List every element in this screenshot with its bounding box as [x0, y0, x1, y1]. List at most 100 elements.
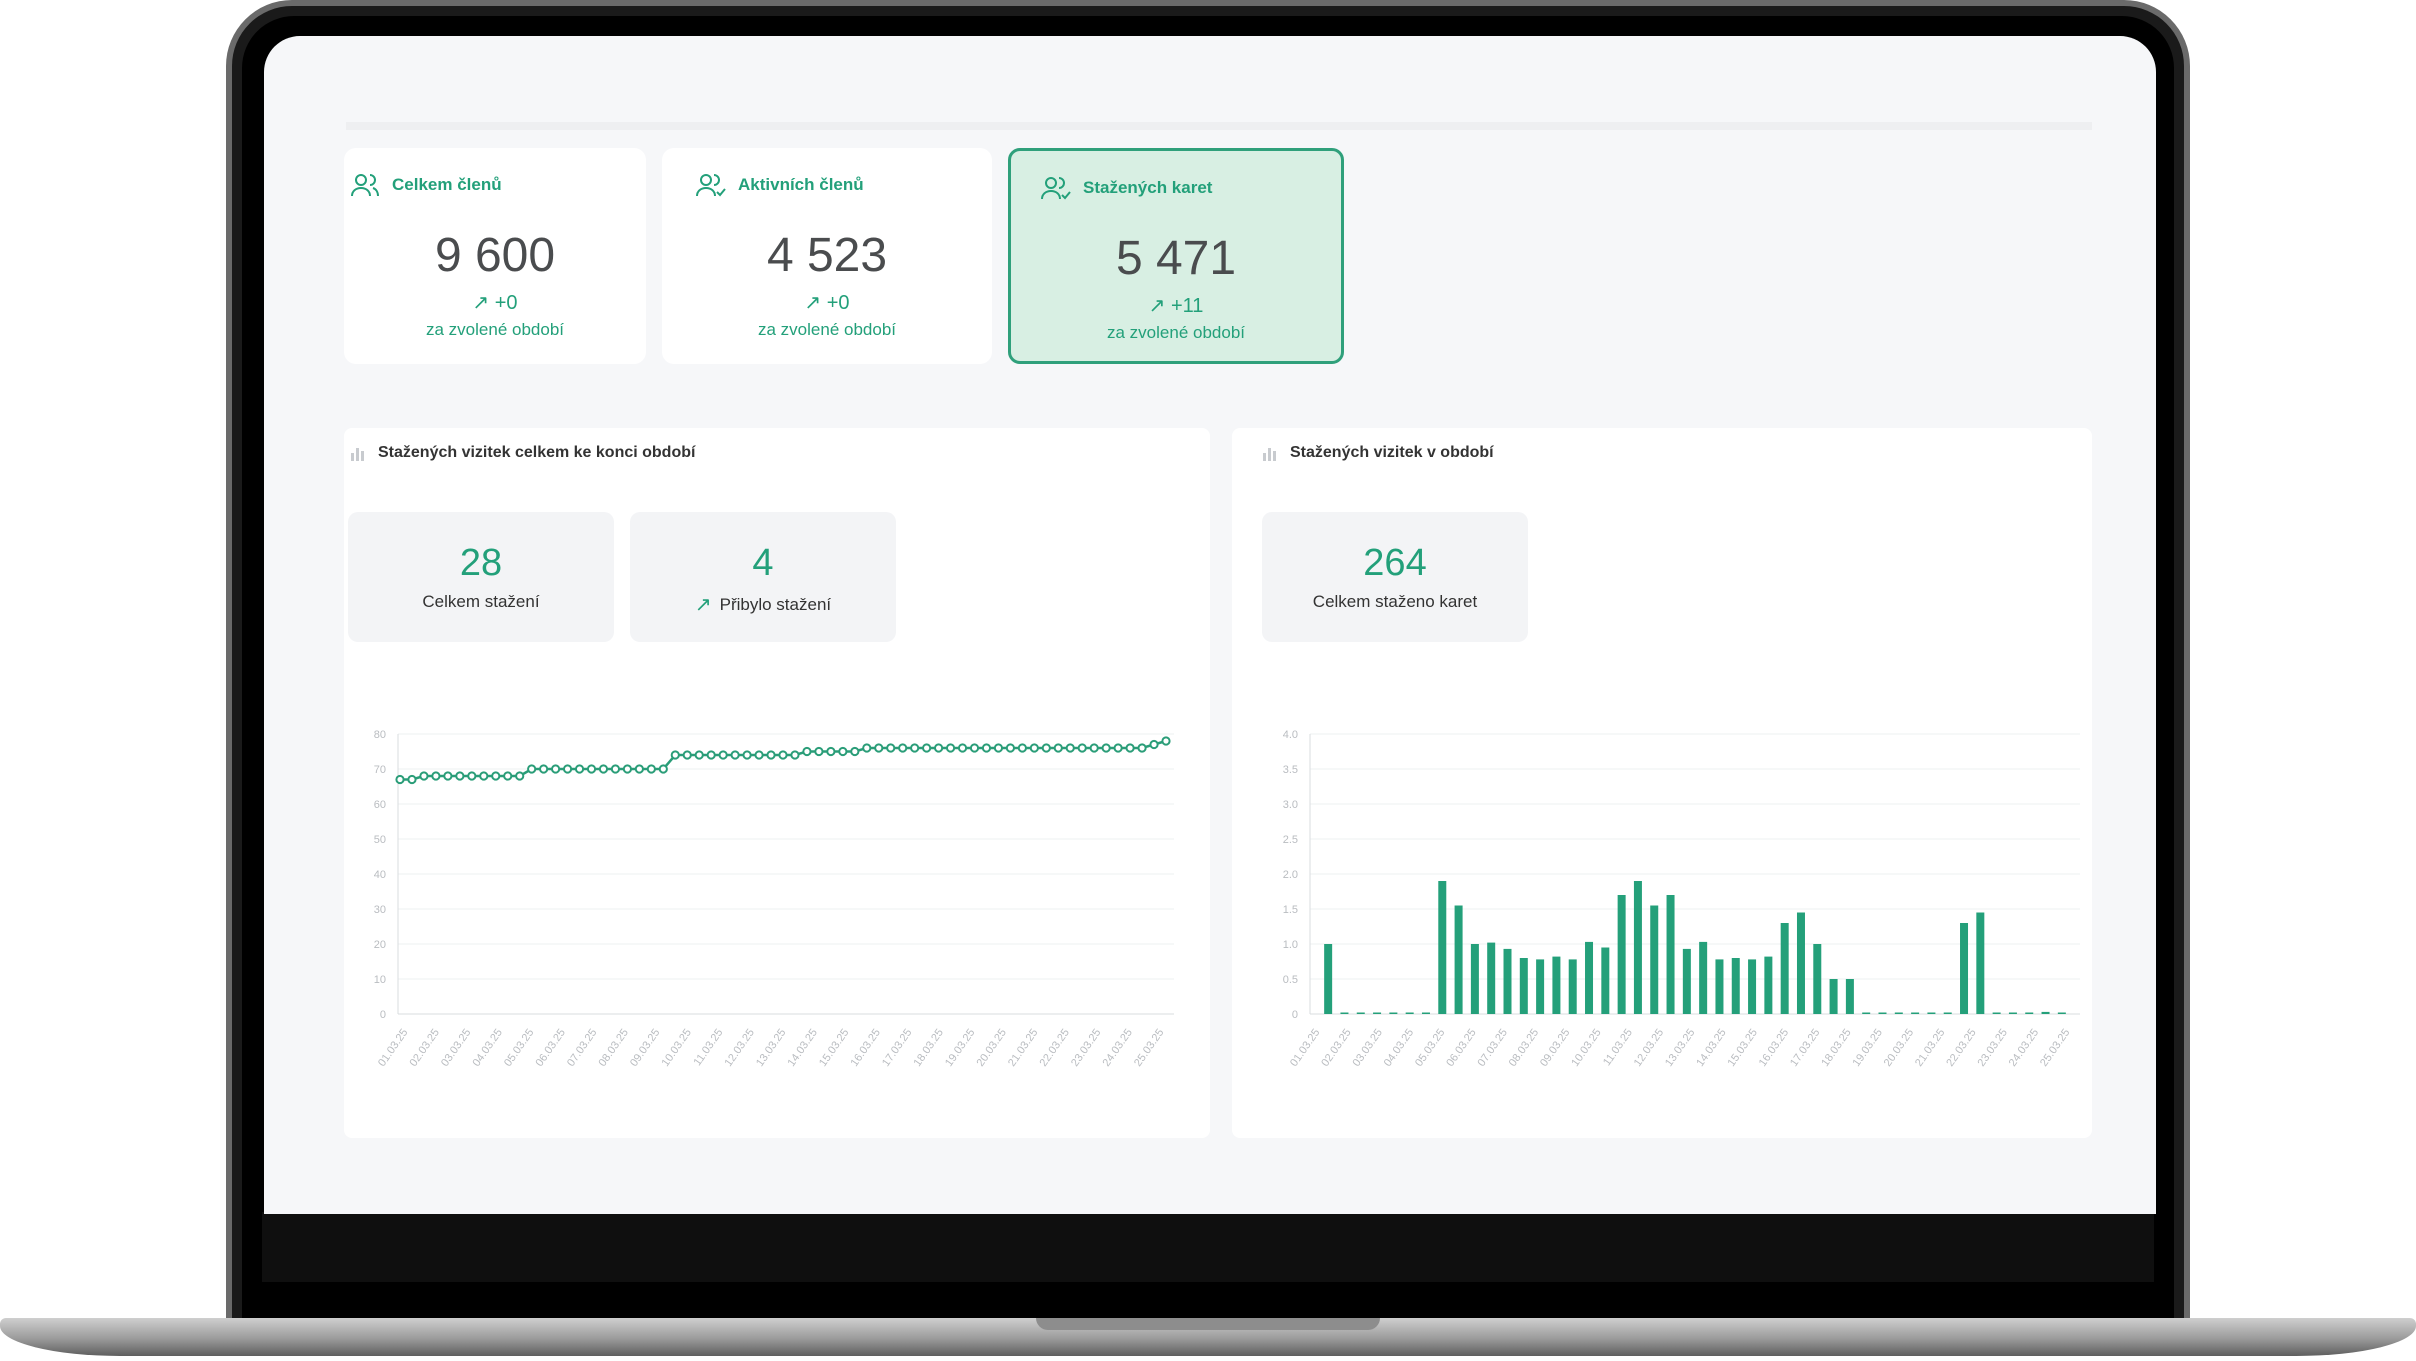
- bar-chart-x-tick-label: 03.03.25: [1351, 1027, 1385, 1069]
- line-chart-point: [706, 750, 716, 760]
- bar-chart-x-tick-label: 23.03.25: [1976, 1027, 2010, 1069]
- laptop-chin: [262, 1212, 2154, 1282]
- stat-card-active-members[interactable]: Aktivních členů 4 523 ↗ +0 za zvolené ob…: [662, 148, 992, 364]
- line-chart-x-tick-label: 05.03.25: [502, 1027, 536, 1069]
- bar-chart-bar: [2025, 1012, 2034, 1014]
- stat-card-value: 4 523: [766, 229, 888, 282]
- bar-chart-bar: [1894, 1012, 1903, 1014]
- line-chart-point: [838, 746, 848, 757]
- line-chart-point: [479, 771, 489, 781]
- line-chart-point: [670, 750, 680, 760]
- line-chart-x-tick-label: 02.03.25: [408, 1027, 442, 1069]
- line-chart-point: [910, 743, 920, 753]
- bar-chart-bar: [1764, 956, 1773, 1014]
- line-chart-point: [395, 774, 405, 785]
- bar-chart-x-tick-label: 07.03.25: [1476, 1027, 1510, 1069]
- line-chart-point: [814, 746, 824, 757]
- bar-chart-x-tick-label: 16.03.25: [1757, 1027, 1791, 1069]
- line-chart-point: [1053, 743, 1063, 753]
- line-chart-point: [874, 743, 884, 753]
- stat-card-period: za zvolené období: [1107, 323, 1245, 342]
- stat-card-title: Aktivních členů: [738, 175, 864, 194]
- stat-card-delta-value: +11: [1170, 295, 1204, 317]
- bar-chart-bar: [1845, 979, 1854, 1014]
- bar-chart-bar: [1796, 912, 1805, 1014]
- users-icon: [351, 174, 379, 197]
- bar-chart-y-tick-label: 1.0: [1283, 939, 1298, 951]
- line-chart-y-tick-label: 10: [374, 974, 386, 986]
- bar-chart-x-tick-label: 01.03.25: [1288, 1027, 1322, 1069]
- line-chart-point: [419, 771, 429, 781]
- bar-chart-bar: [1780, 923, 1789, 1014]
- line-chart-x-tick-label: 03.03.25: [439, 1027, 473, 1069]
- stat-card-value: 9 600: [434, 229, 556, 282]
- bar-chart-x-tick-label: 02.03.25: [1319, 1027, 1353, 1069]
- bar-chart: 0 0.5 1.0 1.5 2.0 2.5 3.0 3.5 4.0 01.03.2502.03.2…: [1283, 729, 2080, 1069]
- line-chart-point: [933, 743, 944, 753]
- bar-chart-bar: [1699, 941, 1708, 1014]
- bar-chart-x-tick-label: 20.03.25: [1882, 1027, 1916, 1069]
- line-chart-point: [1101, 743, 1111, 753]
- stat-card-title: Stažených karet: [1083, 178, 1213, 197]
- line-chart-point: [981, 743, 992, 753]
- line-chart-point: [778, 750, 788, 760]
- line-chart-point: [790, 750, 800, 760]
- bar-chart-bar: [2008, 1012, 2017, 1014]
- bar-chart-bar: [1943, 1012, 1952, 1014]
- line-chart-x-tick-label: 07.03.25: [565, 1027, 599, 1069]
- kpi-value: 28: [459, 542, 503, 584]
- bar-chart-bar: [1405, 1012, 1414, 1014]
- line-chart-point: [898, 743, 908, 753]
- line-chart-point: [993, 743, 1004, 753]
- bar-chart-x-tick-label: 24.03.25: [2007, 1027, 2041, 1069]
- panel-period-downloads: Stažených vizitek v období 264 Celkem st…: [1232, 428, 2092, 1138]
- bar-chart-bar: [1682, 948, 1691, 1014]
- kpi-value: 4: [752, 542, 774, 584]
- bar-chart-y-tick-label: 3.0: [1283, 799, 1298, 811]
- line-chart-x-tick-label: 19.03.25: [943, 1027, 977, 1069]
- bar-chart-icon: [351, 448, 364, 461]
- line-chart-point: [922, 743, 932, 753]
- bar-chart-bar: [1633, 881, 1642, 1014]
- kpi-label: Přibylo stažení: [719, 594, 832, 614]
- bar-chart-x-tick-label: 19.03.25: [1851, 1027, 1885, 1069]
- line-chart-point: [802, 746, 812, 757]
- line-chart-point: [754, 750, 764, 760]
- line-chart-x-tick-label: 01.03.25: [376, 1027, 410, 1069]
- line-chart-point: [1077, 743, 1087, 753]
- line-chart-x-tick-label: 21.03.25: [1006, 1027, 1040, 1069]
- stat-card-total-members[interactable]: Celkem členů 9 600 ↗ +0 za zvolené obdob…: [344, 148, 646, 364]
- kpi-label: Celkem staženo karet: [1312, 592, 1478, 611]
- bar-chart-y-tick-label: 4.0: [1283, 729, 1298, 741]
- line-chart-point: [1017, 743, 1027, 753]
- line-chart-point: [527, 764, 537, 774]
- line-chart-point: [610, 764, 621, 774]
- line-chart-x-tick-label: 10.03.25: [660, 1027, 694, 1069]
- bar-chart-x-tick-label: 15.03.25: [1726, 1027, 1760, 1069]
- bar-chart-bar: [1748, 959, 1757, 1014]
- stat-card-delta: ↗ +0: [662, 290, 992, 315]
- line-chart-y-tick-label: 50: [374, 834, 386, 846]
- bar-chart-bar: [1421, 1012, 1430, 1014]
- line-chart-point: [969, 743, 980, 753]
- line-chart-point: [957, 743, 968, 753]
- stat-card-downloaded-cards[interactable]: Stažených karet 5 471 ↗ +11 za zvolené o…: [1008, 148, 1344, 364]
- stat-card-delta: ↗ +0: [344, 290, 646, 315]
- bar-chart-icon: [1263, 448, 1276, 461]
- laptop-notch: [1036, 1318, 1380, 1330]
- line-chart-point: [826, 746, 836, 757]
- line-chart-x-tick-label: 13.03.25: [754, 1027, 788, 1069]
- bar-chart-bar: [1927, 1012, 1936, 1014]
- line-chart-point: [862, 743, 872, 753]
- line-chart-x-tick-label: 04.03.25: [471, 1027, 505, 1069]
- trend-up-icon: ↗: [472, 292, 490, 314]
- line-chart-point: [742, 750, 752, 760]
- line-chart-x-tick-label: 11.03.25: [692, 1027, 726, 1068]
- bar-chart-x-tick-label: 14.03.25: [1694, 1027, 1728, 1069]
- bar-chart-bar: [1976, 912, 1985, 1014]
- line-chart-point: [515, 771, 525, 781]
- line-chart-x-tick-label: 22.03.25: [1038, 1027, 1072, 1069]
- line-chart-point: [467, 771, 477, 781]
- line-chart-point: [598, 764, 609, 774]
- bar-chart-bar: [1503, 948, 1512, 1014]
